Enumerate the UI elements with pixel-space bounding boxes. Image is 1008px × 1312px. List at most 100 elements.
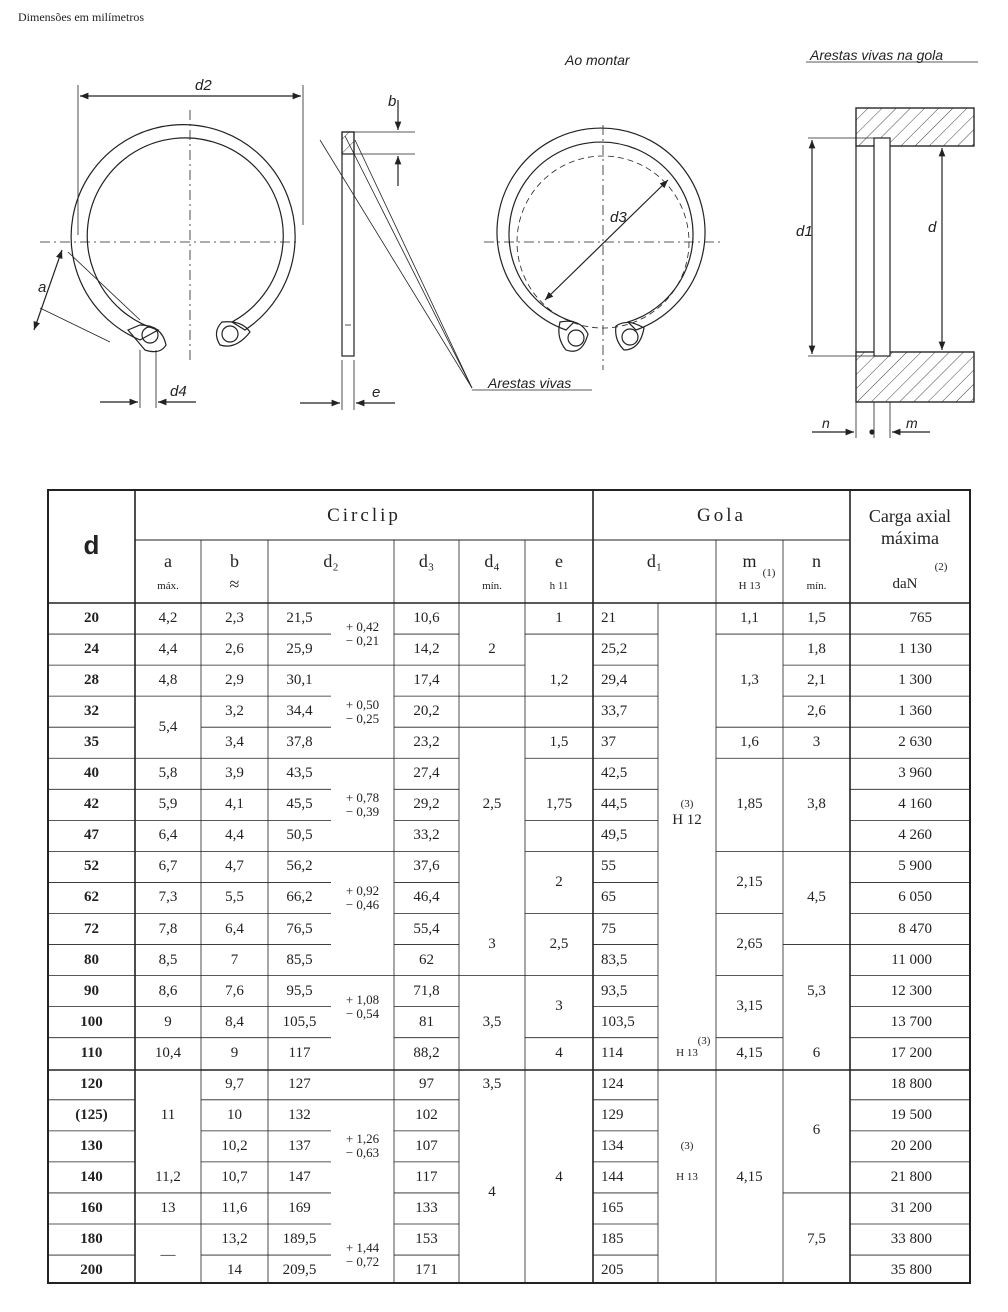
merged-d4: 3,5 (482, 1013, 502, 1030)
col-b-sub: ≈ (229, 574, 240, 594)
table-cell-d: 47 (84, 827, 99, 844)
table-cell-n: 2,1 (807, 672, 826, 689)
label-b: b (388, 93, 396, 110)
table-cell-d1: 49,5 (601, 827, 628, 844)
table-cell-d3: 37,6 (413, 858, 440, 875)
table-cell-d2: 76,5 (286, 920, 313, 937)
table-cell-d3: 29,2 (413, 796, 440, 813)
circlip-front-view (33, 85, 304, 408)
merged-n: 5,3 (807, 982, 826, 999)
table-cell-carga: 2 630 (898, 734, 932, 751)
table-cell-d3: 117 (415, 1168, 438, 1185)
merged-a: 5,4 (158, 718, 178, 735)
table-cell-b: 4,7 (225, 858, 244, 875)
table-cell-carga: 11 000 (891, 951, 932, 968)
table-cell-d: 72 (84, 920, 99, 937)
circlip-mounted-view (484, 125, 722, 370)
table-cell-n: 1,8 (807, 641, 826, 658)
table-cell-d1: 134 (601, 1137, 624, 1154)
table-cell-a: 5,8 (158, 765, 178, 782)
merged-d2-tolerance: + 0,78− 0,39 (345, 789, 380, 819)
merged-e: 1,5 (549, 734, 569, 751)
header-gola: Gola (697, 504, 746, 526)
label-e: e (372, 384, 380, 401)
merged-m: 2,15 (736, 873, 763, 890)
col-m: m (742, 551, 757, 571)
table-cell-d3: 88,2 (413, 1044, 440, 1061)
table-cell-d3: 102 (415, 1106, 438, 1123)
col-carga-unit: daN (892, 575, 918, 592)
col-e: e (555, 551, 563, 571)
merged-d1-tolerance-note: (3) (697, 1035, 711, 1048)
col-a-sub: máx. (157, 579, 179, 592)
table-cell-d3: 46,4 (413, 889, 440, 906)
label-arestas-vivas-gola: Arestas vivas na gola (809, 47, 943, 63)
table-cell-d: (125) (75, 1106, 108, 1123)
merged-d4: 2,5 (482, 796, 502, 813)
table-cell-b: 2,3 (225, 610, 244, 627)
merged-m: 4,15 (736, 1044, 763, 1061)
table-cell-carga: 18 800 (890, 1075, 932, 1092)
table-cell-a: 4,4 (158, 641, 178, 658)
table-cell-d1: 55 (601, 858, 616, 875)
table-cell-d: 90 (84, 982, 99, 999)
table-cell-d2: 209,5 (282, 1262, 317, 1279)
merged-n: 6 (812, 1122, 821, 1139)
table-cell-d2: 105,5 (282, 1013, 317, 1030)
table-cell-b: 6,4 (225, 920, 244, 937)
table-cell-b: 2,9 (225, 672, 244, 689)
table-cell-a: 13 (160, 1199, 176, 1216)
table-cell-d2: 127 (288, 1075, 311, 1092)
page-header: Dimensões em milímetros (18, 10, 144, 24)
table-cell-carga: 1 360 (898, 703, 932, 720)
col-d3: d₃ (418, 551, 435, 571)
table-cell-carga: 4 260 (898, 827, 932, 844)
table-cell-d3: 81 (419, 1013, 434, 1030)
col-carga-note: (2) (934, 560, 948, 573)
table-cell-d1: 37 (601, 734, 616, 751)
table-cell-d2: 85,5 (286, 951, 313, 968)
table-cell-d2: 117 (288, 1044, 311, 1061)
header-d: d (83, 530, 100, 560)
circlip-side-view (300, 100, 592, 410)
table-cell-d: 20 (84, 610, 99, 627)
table-cell-d2: 34,4 (286, 703, 313, 720)
table-cell-d3: 133 (415, 1199, 438, 1216)
table-cell-d: 35 (84, 734, 99, 751)
table-cell-d1: 65 (601, 889, 616, 906)
table-cell-carga: 13 700 (890, 1013, 932, 1030)
table-cell-carga: 12 300 (890, 982, 932, 999)
table-cell-n: 1,5 (807, 610, 826, 627)
table-cell-d3: 20,2 (413, 703, 440, 720)
table-cell-d2: 147 (288, 1168, 311, 1185)
table-cell-b: 8,4 (225, 1013, 244, 1030)
table-cell-b: 10,2 (221, 1137, 248, 1154)
table-cell-b: 11,6 (221, 1199, 248, 1216)
table-cell-b: 9 (230, 1044, 239, 1061)
col-m-note: (1) (762, 566, 776, 579)
label-n: n (822, 415, 830, 431)
merged-d1-tolerance-note: (3) (680, 1139, 694, 1152)
table-cell-a: 7,8 (158, 920, 178, 937)
table-cell-d2: 21,5 (286, 610, 313, 627)
table-cell-d1: 75 (601, 920, 616, 937)
merged-a: — (160, 1246, 176, 1263)
label-d4: d4 (170, 383, 187, 400)
table-cell-d1: 114 (601, 1044, 623, 1061)
merged-e: 2,5 (549, 936, 569, 953)
table-cell-d1: 25,2 (601, 641, 628, 658)
table-cell-d2: 95,5 (286, 982, 313, 999)
label-ao-montar: Ao montar (564, 52, 631, 68)
table-cell-carga: 3 960 (898, 765, 932, 782)
table-cell-d1: 124 (601, 1075, 624, 1092)
table-cell-n: 6 (812, 1044, 821, 1061)
table-cell-d2: 43,5 (286, 765, 313, 782)
merged-e: 3 (555, 998, 563, 1015)
merged-d1-tolerance: H 13 (676, 1046, 698, 1059)
label-a: a (38, 279, 46, 296)
table-cell-b: 10 (227, 1106, 242, 1123)
merged-d4: 2 (488, 641, 496, 658)
table-cell-carga: 5 900 (898, 858, 932, 875)
table-cell-d: 130 (80, 1137, 103, 1154)
table-cell-d2: 132 (288, 1106, 311, 1123)
